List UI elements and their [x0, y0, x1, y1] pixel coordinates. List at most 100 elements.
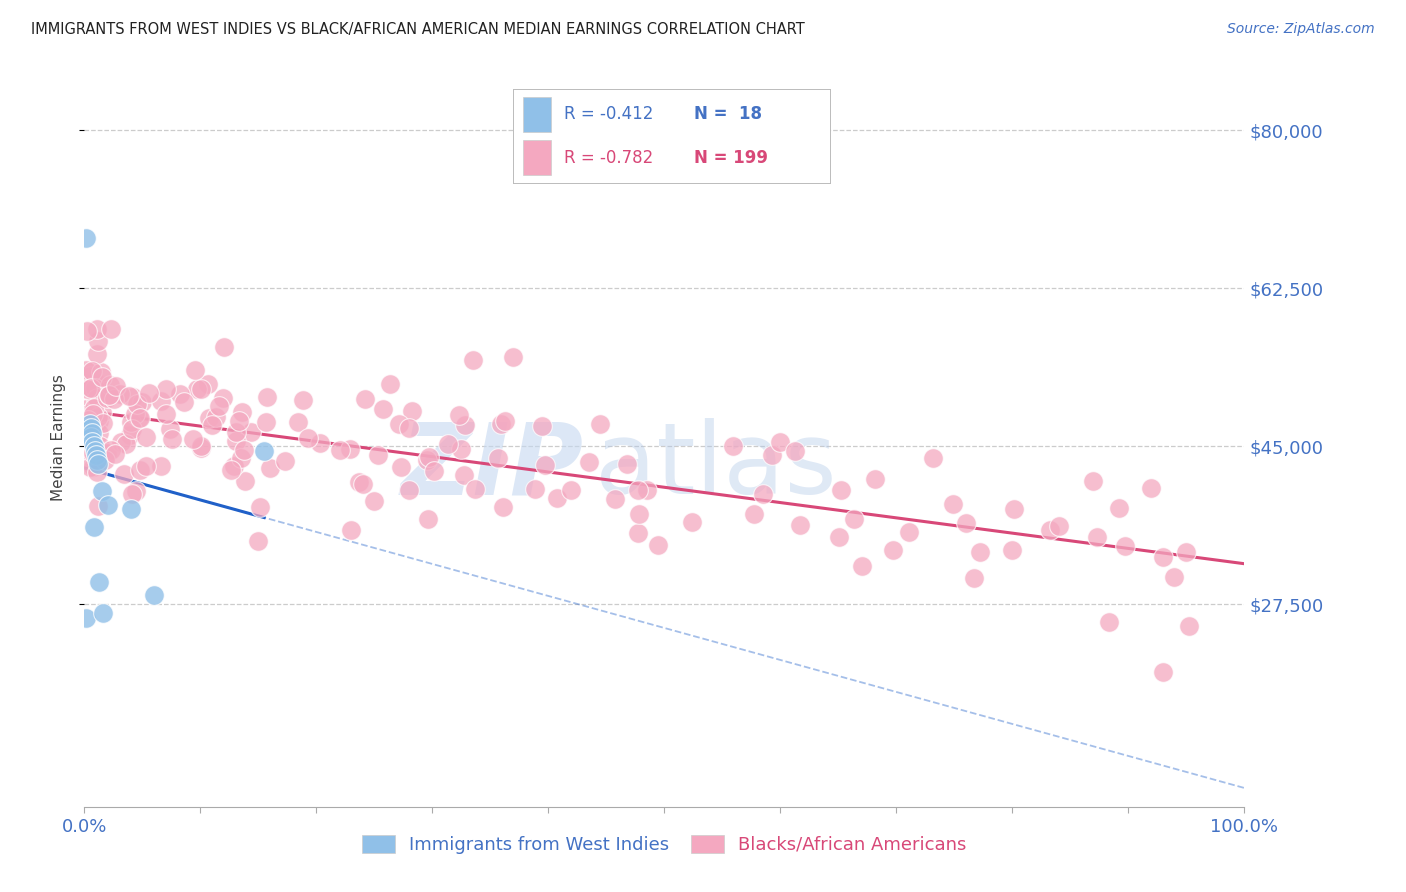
Point [222, 458, 245, 473]
Text: N = 199: N = 199 [693, 149, 768, 167]
Point [125, 483, 148, 498]
Point [828, 530, 851, 544]
Point [197, 377, 219, 392]
Point [103, 392, 125, 406]
Point [96, 391, 118, 405]
Text: R = -0.782: R = -0.782 [564, 149, 652, 167]
Point [183, 433, 205, 447]
Point [627, 483, 650, 498]
Point [91, 369, 114, 384]
Point [77, 407, 100, 421]
Point [489, 417, 512, 431]
Point [761, 448, 783, 462]
Point [87, 500, 110, 514]
Point [108, 387, 131, 401]
Point [84, 381, 107, 395]
Point [124, 407, 146, 421]
Point [90, 365, 112, 379]
Point [143, 588, 166, 602]
Point [75, 412, 97, 426]
Point [636, 483, 658, 497]
Point [254, 415, 277, 429]
Point [76, 324, 98, 338]
Point [969, 545, 991, 559]
Point [83, 401, 105, 415]
Point [494, 414, 516, 428]
Point [219, 463, 242, 477]
Point [131, 395, 153, 409]
Point [897, 524, 920, 539]
Point [259, 461, 281, 475]
Legend: Immigrants from West Indies, Blacks/African Americans: Immigrants from West Indies, Blacks/Afri… [356, 828, 973, 861]
Point [842, 511, 865, 525]
Point [82, 446, 104, 460]
Point [83, 443, 105, 458]
Point [89, 439, 111, 453]
Point [80, 442, 103, 456]
Point [627, 526, 650, 541]
Point [882, 542, 904, 557]
Point [90, 484, 112, 499]
Point [1039, 524, 1062, 538]
Point [297, 431, 319, 445]
Point [83, 520, 105, 534]
Point [229, 450, 252, 465]
Point [75, 427, 97, 442]
Point [79, 417, 101, 431]
Point [155, 407, 177, 421]
Point [190, 441, 212, 455]
Point [225, 434, 247, 448]
Point [83, 445, 105, 459]
Point [75, 402, 97, 417]
Point [783, 443, 806, 458]
Point [212, 340, 235, 354]
Point [125, 397, 148, 411]
Point [352, 476, 374, 491]
Point [91, 606, 114, 620]
Text: IMMIGRANTS FROM WEST INDIES VS BLACK/AFRICAN AMERICAN MEDIAN EARNINGS CORRELATIO: IMMIGRANTS FROM WEST INDIES VS BLACK/AFR… [31, 22, 804, 37]
Point [97, 388, 120, 402]
Point [201, 417, 224, 432]
Point [398, 421, 420, 435]
Point [616, 457, 638, 471]
Point [128, 410, 150, 425]
Point [190, 439, 212, 453]
Point [1175, 545, 1198, 559]
Point [416, 512, 439, 526]
Point [233, 474, 256, 488]
Point [197, 411, 219, 425]
Point [533, 458, 555, 472]
Text: N =  18: N = 18 [693, 105, 762, 123]
Point [82, 363, 104, 377]
Point [232, 442, 254, 457]
Point [190, 382, 212, 396]
Point [207, 399, 229, 413]
Point [160, 432, 183, 446]
Point [86, 410, 108, 425]
Point [453, 468, 475, 483]
Point [486, 450, 509, 465]
Point [253, 443, 276, 458]
Point [502, 350, 524, 364]
Point [173, 395, 195, 409]
Point [82, 364, 104, 378]
Point [212, 391, 235, 405]
Point [863, 472, 886, 486]
Point [86, 447, 108, 461]
Point [751, 487, 773, 501]
Point [531, 419, 554, 434]
Point [82, 425, 104, 440]
Point [77, 425, 100, 440]
Point [447, 408, 470, 422]
Point [84, 392, 107, 406]
Point [329, 443, 352, 458]
Point [87, 376, 110, 391]
Point [1140, 481, 1163, 495]
Point [578, 455, 600, 469]
Point [1098, 615, 1121, 630]
Point [830, 483, 852, 497]
Point [454, 418, 477, 433]
Point [353, 392, 375, 406]
Point [90, 404, 112, 418]
Point [150, 394, 173, 409]
